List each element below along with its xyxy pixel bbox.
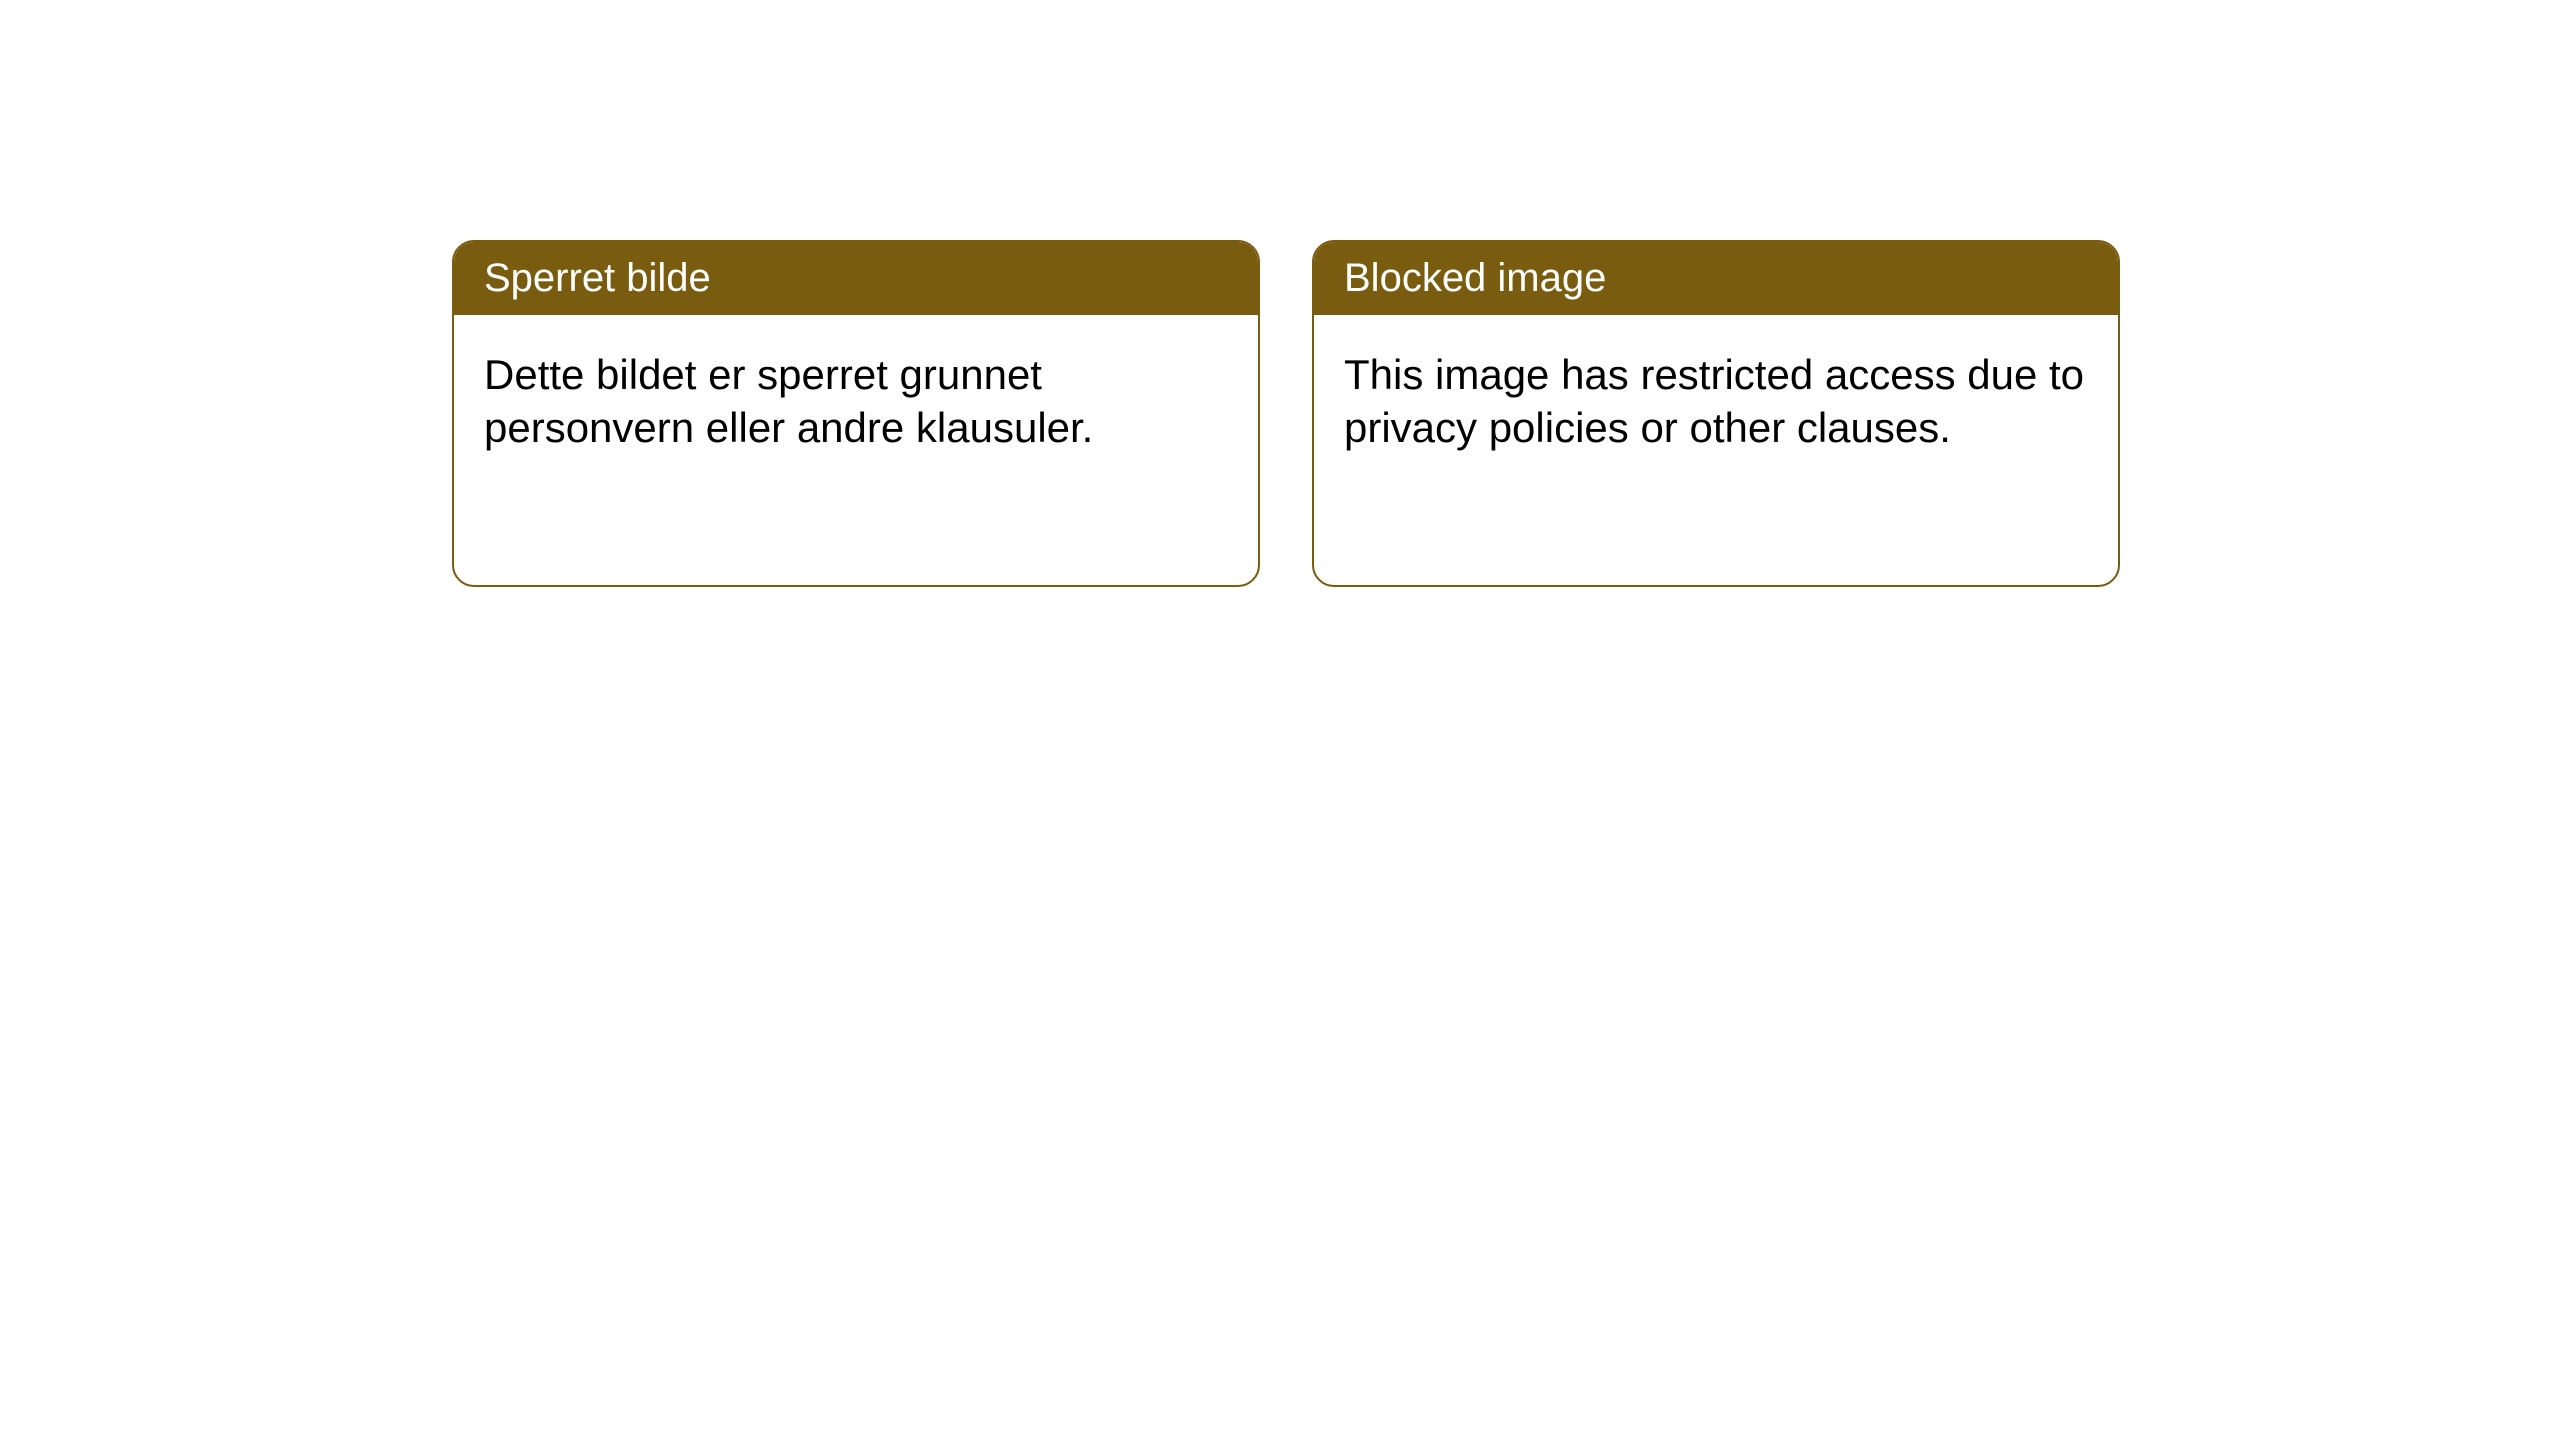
notice-card-norwegian: Sperret bilde Dette bildet er sperret gr…	[452, 240, 1260, 587]
card-title: Sperret bilde	[484, 256, 711, 300]
card-header: Sperret bilde	[454, 242, 1258, 315]
notice-container: Sperret bilde Dette bildet er sperret gr…	[452, 240, 2120, 587]
card-header: Blocked image	[1314, 242, 2118, 315]
card-body-text: This image has restricted access due to …	[1344, 351, 2084, 451]
notice-card-english: Blocked image This image has restricted …	[1312, 240, 2120, 587]
card-body-text: Dette bildet er sperret grunnet personve…	[484, 351, 1093, 451]
card-body: This image has restricted access due to …	[1314, 315, 2118, 585]
card-body: Dette bildet er sperret grunnet personve…	[454, 315, 1258, 585]
card-title: Blocked image	[1344, 256, 1606, 300]
